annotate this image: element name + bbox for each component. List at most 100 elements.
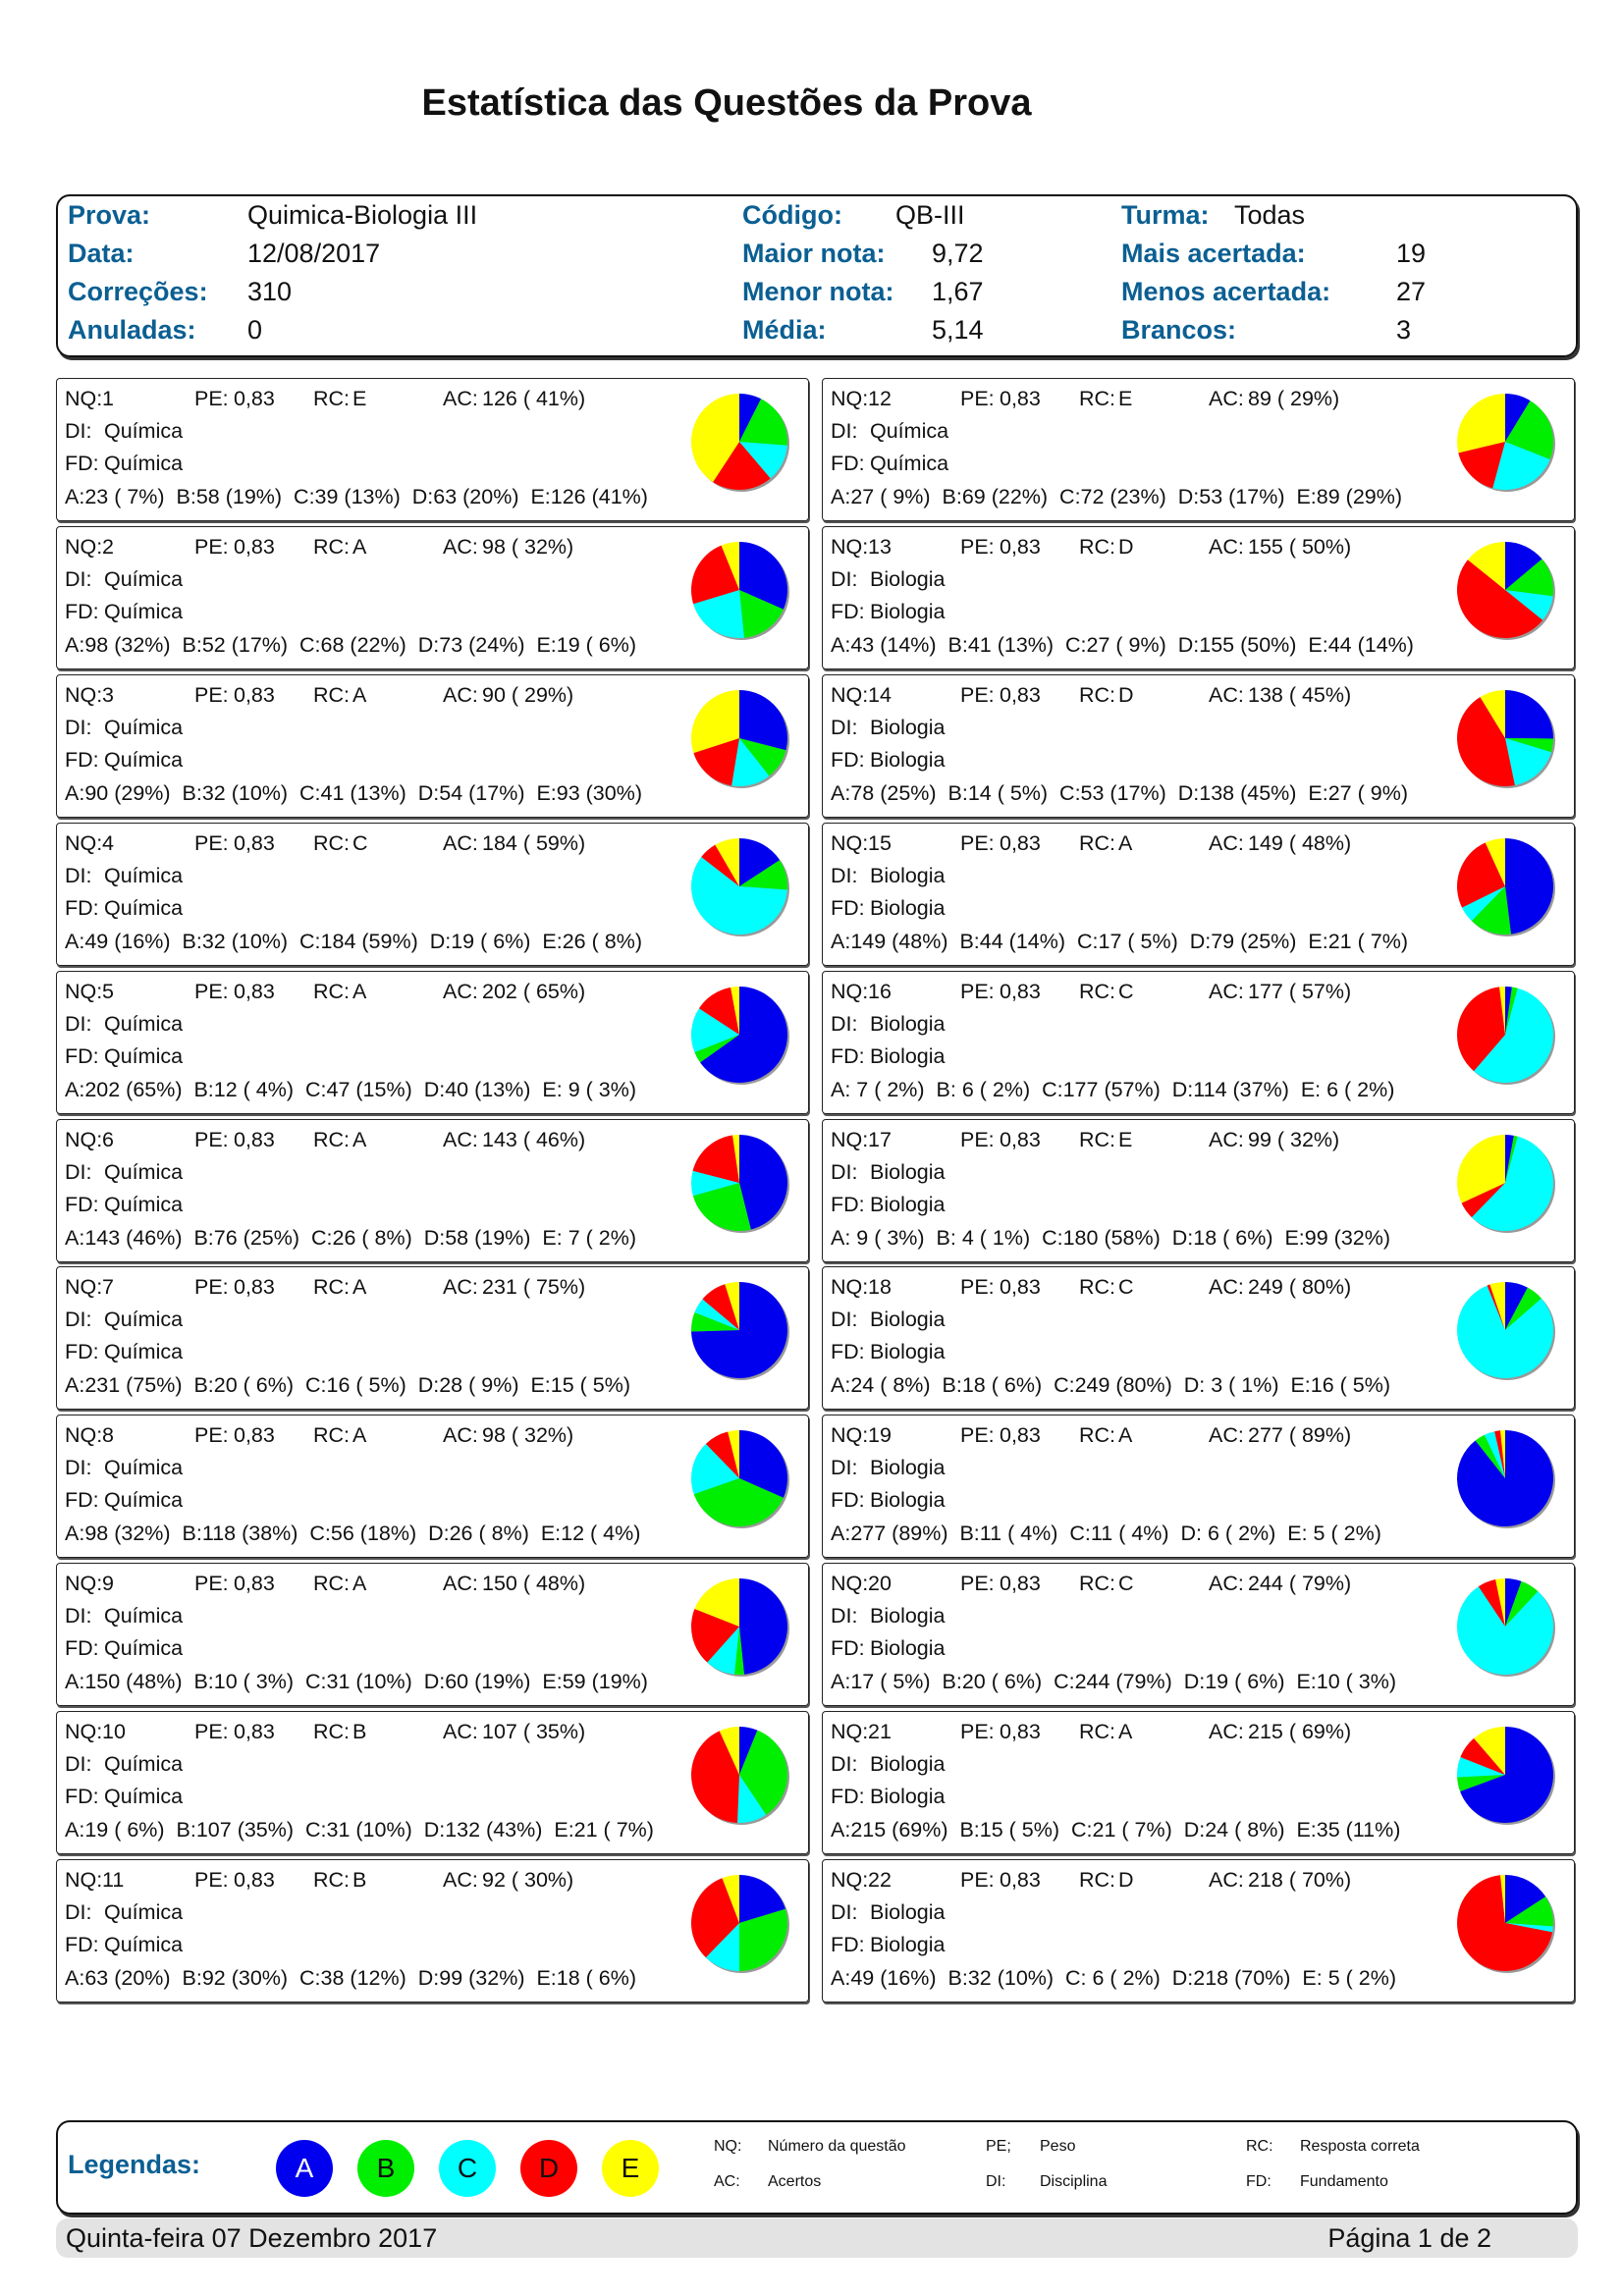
media-label: Média: (742, 315, 827, 345)
answer-count-e: E:126 (41%) (530, 485, 648, 508)
pie-slice-e (1467, 541, 1505, 590)
answer-count-e: E:89 (29%) (1296, 485, 1403, 508)
answer-count-d: D:73 (24%) (417, 632, 525, 657)
question-weight: 0,83 (1000, 387, 1041, 410)
answer-count-d: D:18 ( 6%) (1171, 1225, 1273, 1250)
legend-dot-a: A (276, 2140, 333, 2197)
di-label: DI: (65, 715, 92, 739)
pie-slice-e (1500, 1875, 1505, 1923)
discipline: Química (104, 1752, 184, 1777)
pie-slice-d (1457, 842, 1505, 908)
pie-slice-a (1505, 541, 1542, 590)
answer-distribution: A:150 (48%) B:10 ( 3%) C:31 (10%) D:60 (… (65, 1670, 648, 1694)
question-card: NQ: 22 PE: 0,83 RC: D AC: 218 ( 70%) DI: Biologia… (822, 1859, 1575, 2002)
answer-count-a: A:49 (16%) (65, 929, 171, 953)
pie-slice-d (691, 1609, 739, 1663)
answer-count-e: E: 6 ( 2%) (1300, 1077, 1395, 1101)
answer-distribution: A:63 (20%) B:92 (30%) C:38 (12%) D:99 (3… (65, 1966, 636, 1991)
answer-count-a: A:78 (25%) (831, 780, 937, 805)
question-card: NQ: 5 PE: 0,83 RC: A AC: 202 ( 65%) DI: Química FD… (56, 970, 809, 1114)
answer-count-e: E:44 (14%) (1308, 632, 1414, 657)
hits-count: 107 ( 35%) (482, 1720, 586, 1744)
ac-label: AC: (1209, 682, 1244, 707)
legend-desc: Peso (1040, 2138, 1076, 2155)
pie-slice-a (739, 1727, 758, 1776)
codigo-value: QB-III (895, 200, 965, 230)
question-number: 10 (102, 1720, 126, 1744)
pie-slice-a (739, 1134, 787, 1230)
answer-count-b: B:52 (17%) (182, 632, 289, 657)
legend-key: DI: (986, 2173, 1006, 2190)
rc-label: RC: (313, 979, 351, 1003)
question-card: NQ: 18 PE: 0,83 RC: C AC: 249 ( 80%) DI: Biologia… (822, 1266, 1575, 1411)
pe-label: PE: (194, 387, 229, 410)
question-number: 2 (102, 534, 114, 559)
pie-slice-c (1457, 1586, 1553, 1676)
pe-label: PE: (194, 1720, 229, 1744)
pe-label: PE: (194, 979, 229, 1003)
data-value: 12/08/2017 (247, 239, 381, 268)
anuladas-label: Anuladas: (68, 315, 196, 345)
answer-count-e: E:93 (30%) (536, 780, 642, 805)
question-number: 8 (102, 1423, 114, 1448)
answer-count-c: C:41 (13%) (299, 780, 406, 805)
pie-slice-c (1484, 1431, 1505, 1479)
correct-answer: D (1118, 534, 1134, 559)
hits-count: 215 ( 69%) (1248, 1720, 1352, 1744)
answer-count-d: D:26 ( 8%) (428, 1522, 529, 1546)
answer-count-d: D: 3 ( 1%) (1183, 1373, 1279, 1398)
fundamento: Química (104, 747, 184, 772)
fd-label: FD: (65, 1488, 99, 1513)
correct-answer: A (352, 1127, 367, 1151)
anuladas-value: 0 (247, 315, 263, 345)
correct-answer: D (1118, 682, 1134, 707)
di-label: DI: (65, 1604, 92, 1629)
pie-slice-e (1457, 394, 1505, 454)
pie-slice-c (694, 1299, 739, 1331)
answer-count-a: A:202 (65%) (65, 1077, 183, 1101)
nq-label: NQ: (65, 1572, 103, 1596)
fundamento: Química (104, 895, 184, 920)
pie-slice-b (1505, 737, 1553, 752)
question-weight: 0,83 (1000, 1720, 1041, 1744)
pie-slice-b (1505, 1135, 1518, 1183)
nq-label: NQ: (831, 979, 869, 1003)
question-weight: 0,83 (234, 830, 275, 855)
pie-slice-b (739, 589, 784, 638)
discipline: Química (104, 419, 184, 443)
nq-label: NQ: (831, 682, 869, 707)
ac-label: AC: (443, 1720, 478, 1744)
discipline: Biologia (870, 1011, 946, 1036)
correct-answer: A (352, 979, 367, 1003)
question-card: NQ: 15 PE: 0,83 RC: A AC: 149 ( 48%) DI: Biologia… (822, 822, 1575, 966)
answer-count-d: D:114 (37%) (1171, 1077, 1289, 1101)
question-weight: 0,83 (1000, 1275, 1041, 1300)
answer-count-d: D:218 (70%) (1171, 1966, 1291, 1990)
answer-count-a: A: 9 ( 3%) (831, 1225, 925, 1250)
exam-summary-panel: Prova: Quimica-Biologia III Data: 12/08/… (56, 194, 1578, 357)
question-weight: 0,83 (234, 534, 275, 559)
question-card: NQ: 1 PE: 0,83 RC: E AC: 126 ( 41%) DI: Química FD… (56, 378, 809, 521)
pie-slice-c (1457, 1757, 1505, 1778)
menos-acertada-label: Menos acertada: (1121, 277, 1331, 306)
nq-label: NQ: (65, 534, 103, 559)
answer-count-d: D:79 (25%) (1189, 929, 1297, 953)
hits-count: 126 ( 41%) (482, 387, 586, 410)
answer-count-c: C:11 ( 4%) (1069, 1522, 1169, 1546)
ac-label: AC: (443, 1127, 478, 1151)
ac-label: AC: (1209, 1720, 1244, 1744)
pie-slice-b (739, 859, 787, 890)
correct-answer: A (352, 1572, 367, 1596)
question-card: NQ: 3 PE: 0,83 RC: A AC: 90 ( 29%) DI: Química FD:… (56, 673, 809, 818)
answer-distribution: A:90 (29%) B:32 (10%) C:41 (13%) D:54 (1… (65, 781, 642, 806)
pie-slice-d (701, 844, 739, 886)
nq-label: NQ: (831, 1275, 869, 1300)
pie-slice-b (693, 1478, 784, 1527)
nq-label: NQ: (65, 1720, 103, 1744)
answer-count-e: E:10 ( 3%) (1296, 1670, 1397, 1694)
answer-count-b: B:92 (30%) (182, 1966, 289, 1990)
question-weight: 0,83 (234, 682, 275, 707)
question-weight: 0,83 (234, 1275, 275, 1300)
answer-count-d: D:63 (20%) (411, 485, 519, 508)
correct-answer: A (1118, 1720, 1133, 1744)
